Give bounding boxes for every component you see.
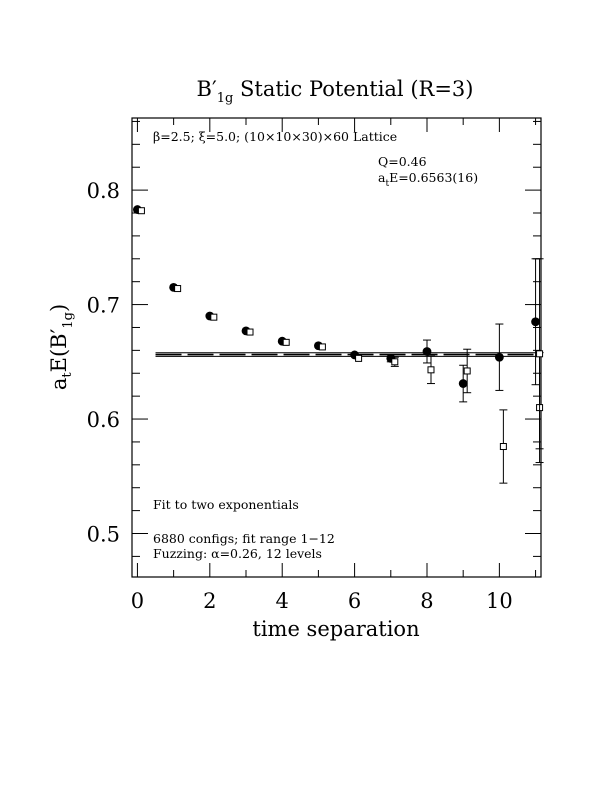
square-point [463,367,471,375]
chart-title: B′1g Static Potential (R=3) [197,77,474,106]
lattice-annotation: β=2.5; ξ=5.0; (10×10×30)×60 Lattice [153,129,397,144]
fuzzing-annotation: Fuzzing: α=0.26, 12 levels [153,546,322,561]
y-tick-label: 0.7 [87,294,120,318]
square-point [210,313,218,321]
square-point [282,338,290,346]
y-tick-label: 0.8 [87,179,120,203]
x-tick-label: 4 [276,589,289,613]
plot-frame [131,117,542,578]
y-axis-label: atE(B′1g) [47,304,76,390]
square-point [536,350,544,358]
plot-area: 0 2 4 6 8 10 0.5 0.6 0.7 0.8 [87,117,544,613]
ate-annotation: atE=0.6563(16) [378,170,478,189]
square-point [318,343,326,351]
x-tick-label: 0 [131,589,144,613]
square-point [246,328,254,336]
x-tick-label: 6 [348,589,361,613]
circle-point [458,379,468,388]
x-tick-label: 10 [486,589,513,613]
square-point [427,366,435,374]
circle-point [494,352,504,362]
y-tick-label: 0.6 [87,408,120,432]
square-point [391,358,399,366]
square-point [499,443,507,451]
circle-point [531,317,540,327]
x-tick-label: 8 [420,589,433,613]
x-axis-label: time separation [252,617,419,641]
fit-annotation: Fit to two exponentials [153,497,299,512]
square-point [174,285,182,293]
x-tick-label: 2 [203,589,216,613]
y-tick-label: 0.5 [87,523,120,547]
q-annotation: Q=0.46 [378,154,427,169]
configs-annotation: 6880 configs; fit range 1−12 [153,531,335,546]
square-point [137,207,145,215]
circle-point [422,347,432,356]
square-point [355,354,363,362]
